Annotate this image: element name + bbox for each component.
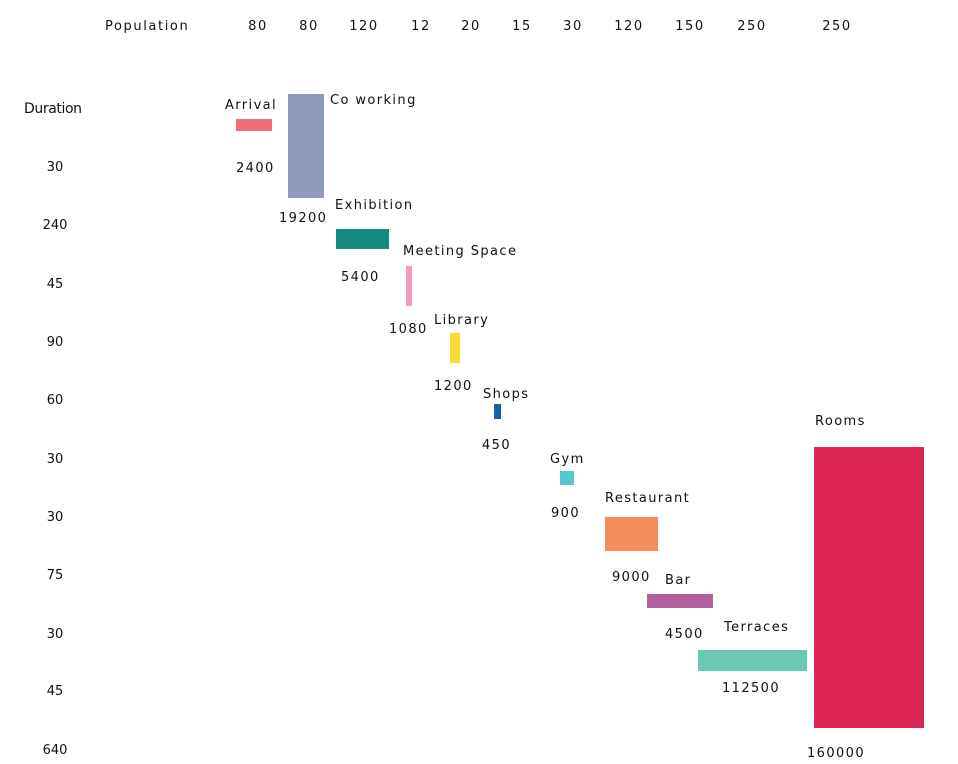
duration-label: 30 <box>47 627 64 642</box>
population-label-terraces: 250 <box>737 19 767 34</box>
duration-label: 240 <box>43 218 68 233</box>
bar-bar <box>647 594 713 608</box>
bar-rooms <box>814 447 924 728</box>
value-label-terraces: 112500 <box>722 681 780 696</box>
bar-exhibition <box>336 229 389 249</box>
space-label-library: Library <box>434 313 489 328</box>
duration-labels: 30 240 45 90 60 30 30 75 30 45 640 <box>43 160 68 758</box>
space-blocks: Arrival 2400 Co working 19200 Exhibition 5400… <box>225 93 924 761</box>
value-label-restaurant: 9000 <box>612 570 651 585</box>
population-labels: 80 80 120 12 20 15 30 120 150 250 250 <box>248 19 852 34</box>
value-label-exhibition: 5400 <box>341 270 380 285</box>
duration-label: 640 <box>43 743 68 758</box>
bar-restaurant <box>605 517 658 551</box>
bar-library <box>450 333 460 363</box>
space-label-arrival: Arrival <box>225 98 277 113</box>
value-label-arrival: 2400 <box>236 161 275 176</box>
bar-terraces <box>698 650 807 671</box>
space-label-meeting-space: Meeting Space <box>403 244 517 259</box>
duration-label: 30 <box>47 452 64 467</box>
duration-label: 45 <box>47 684 64 699</box>
bar-meeting-space <box>406 266 412 306</box>
population-label-restaurant: 120 <box>614 19 644 34</box>
bar-gym <box>560 471 574 485</box>
value-label-library: 1200 <box>434 379 473 394</box>
population-label-bar: 150 <box>675 19 705 34</box>
value-label-co-working: 19200 <box>279 211 327 226</box>
value-label-shops: 450 <box>482 438 511 453</box>
bar-co-working <box>288 94 324 198</box>
population-label-rooms: 250 <box>822 19 852 34</box>
space-label-exhibition: Exhibition <box>335 198 414 213</box>
bar-arrival <box>236 119 272 131</box>
bar-shops <box>494 404 501 419</box>
duration-label: 30 <box>47 510 64 525</box>
duration-label: 45 <box>47 277 64 292</box>
space-label-bar: Bar <box>665 573 691 588</box>
duration-axis-label: Duration <box>24 101 82 117</box>
space-label-co-working: Co working <box>330 93 417 108</box>
value-label-bar: 4500 <box>665 627 704 642</box>
duration-label: 60 <box>47 393 64 408</box>
population-label-gym: 30 <box>563 19 583 34</box>
space-label-shops: Shops <box>483 387 529 402</box>
population-label-arrival: 80 <box>248 19 268 34</box>
population-label-library: 20 <box>461 19 481 34</box>
space-label-rooms: Rooms <box>815 414 866 429</box>
duration-label: 75 <box>47 568 64 583</box>
space-label-restaurant: Restaurant <box>605 491 690 506</box>
population-label-exhibition: 120 <box>349 19 379 34</box>
space-label-gym: Gym <box>550 452 585 467</box>
population-axis-label: Population <box>105 19 189 34</box>
value-label-rooms: 160000 <box>807 746 865 761</box>
population-label-shops: 15 <box>512 19 532 34</box>
duration-label: 30 <box>47 160 64 175</box>
duration-label: 90 <box>47 335 64 350</box>
population-label-meeting-space: 12 <box>411 19 431 34</box>
space-label-terraces: Terraces <box>723 620 789 635</box>
value-label-meeting-space: 1080 <box>389 322 428 337</box>
value-label-gym: 900 <box>551 506 580 521</box>
population-label-co-working: 80 <box>299 19 319 34</box>
